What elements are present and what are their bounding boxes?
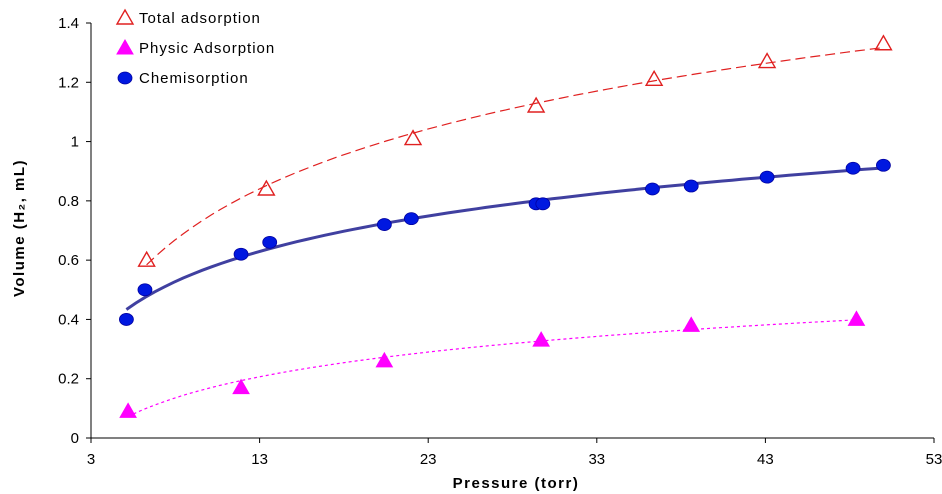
data-point bbox=[757, 52, 777, 69]
x-tick-label: 3 bbox=[87, 451, 95, 468]
trendlines bbox=[125, 47, 884, 418]
data-point bbox=[845, 161, 861, 175]
trendline-1 bbox=[146, 47, 884, 266]
data-point bbox=[375, 351, 394, 368]
trendline-3 bbox=[125, 166, 884, 311]
x-tick-label: 43 bbox=[757, 451, 774, 468]
y-tick-label: 0.2 bbox=[58, 371, 79, 388]
legend-marker-2 bbox=[116, 38, 134, 55]
data-point bbox=[682, 316, 701, 332]
data-point bbox=[644, 69, 664, 87]
data-point bbox=[535, 197, 551, 211]
data-point bbox=[876, 158, 891, 172]
y-tick-label: 1.4 bbox=[58, 15, 79, 32]
y-tick-label: 0.4 bbox=[58, 311, 79, 328]
data-point bbox=[376, 218, 392, 231]
trendline-2 bbox=[127, 319, 857, 418]
data-point bbox=[526, 96, 546, 113]
y-tick-label: 0.8 bbox=[58, 193, 79, 210]
legend: Total adsorption Physic Adsorption Chemiso… bbox=[115, 8, 275, 87]
data-point bbox=[232, 378, 250, 395]
data-point bbox=[403, 129, 423, 146]
y-tick-label: 0 bbox=[71, 430, 79, 447]
y-tick-label: 1 bbox=[71, 134, 79, 151]
legend-marker-1 bbox=[115, 8, 135, 25]
data-point bbox=[874, 34, 893, 51]
tick-labels: 0 0.2 0.4 0.6 0.8 1 1.2 1.4 3 13 23 33 43 53 bbox=[58, 15, 942, 468]
x-tick-label: 33 bbox=[588, 451, 605, 468]
data-point bbox=[119, 402, 137, 418]
data-point bbox=[403, 212, 419, 226]
markers bbox=[119, 34, 893, 418]
legend-label-3: Chemisorption bbox=[139, 70, 249, 87]
data-point bbox=[137, 283, 153, 297]
x-axis-title: Pressure (torr) bbox=[453, 475, 580, 492]
data-point bbox=[257, 179, 276, 196]
data-point bbox=[137, 250, 156, 267]
data-point bbox=[683, 179, 699, 193]
x-tick-label: 13 bbox=[251, 451, 268, 468]
legend-label-1: Total adsorption bbox=[139, 10, 261, 27]
data-point bbox=[119, 313, 134, 326]
legend-marker-3 bbox=[117, 71, 133, 85]
data-point bbox=[262, 235, 278, 249]
y-tick-label: 1.2 bbox=[58, 74, 79, 91]
x-tick-label: 23 bbox=[420, 451, 437, 468]
data-point bbox=[233, 247, 249, 261]
y-axis-title: Volume (H₂, mL) bbox=[11, 159, 28, 297]
data-point bbox=[645, 182, 660, 196]
data-point bbox=[532, 331, 551, 347]
data-point bbox=[759, 170, 775, 184]
y-tick-label: 0.6 bbox=[58, 252, 79, 269]
x-tick-label: 53 bbox=[926, 451, 942, 468]
legend-label-2: Physic Adsorption bbox=[139, 40, 275, 57]
data-point bbox=[847, 310, 866, 326]
axes bbox=[86, 22, 935, 443]
